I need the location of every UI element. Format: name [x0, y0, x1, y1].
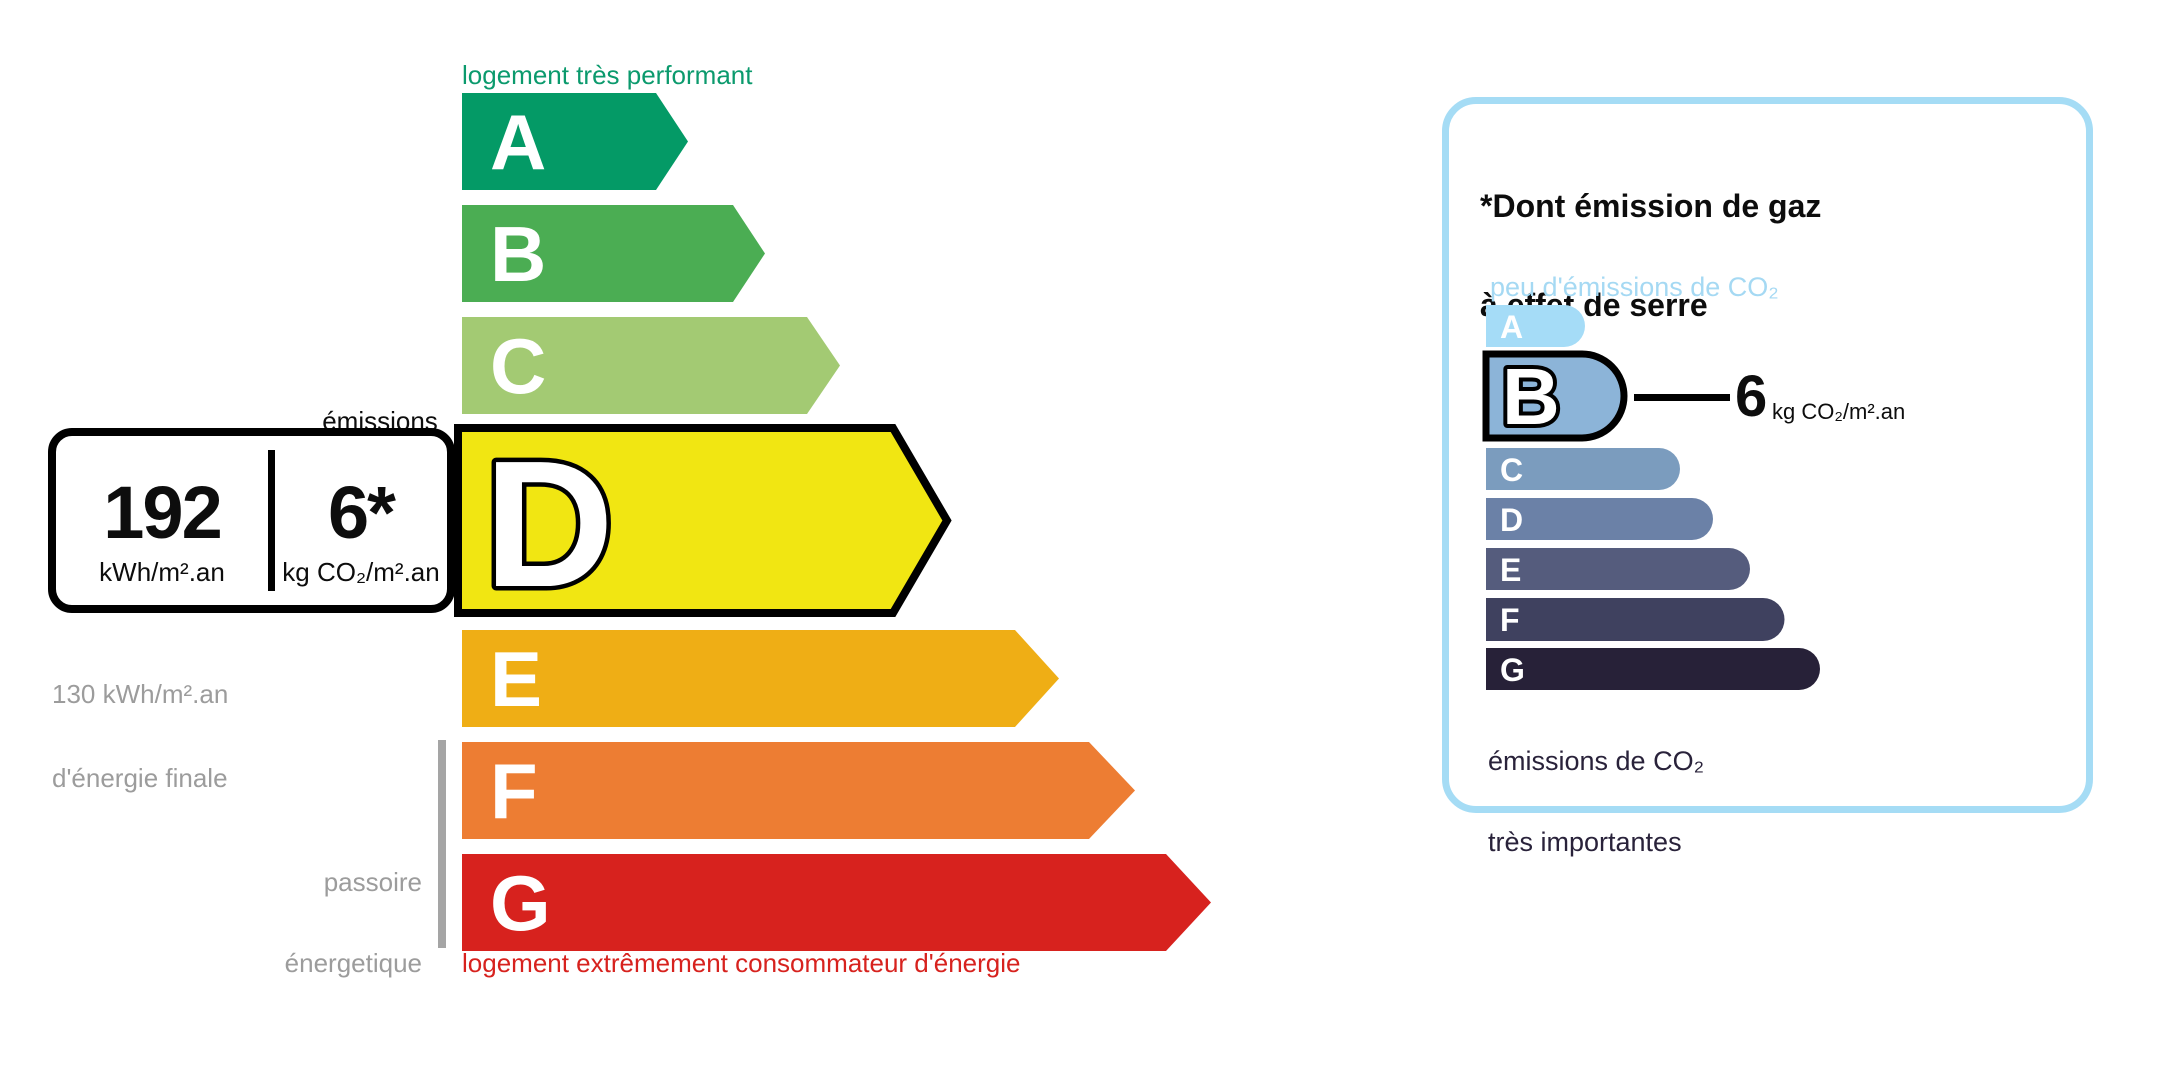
- emissions-unit: kg CO₂/m².an: [282, 556, 440, 587]
- final-energy-line2: d'énergie finale: [52, 763, 228, 793]
- energy-class-arrow-e: E: [462, 630, 1059, 727]
- co2-value: 6: [1735, 364, 1768, 429]
- co2-bar-shape-g: [1486, 648, 1820, 690]
- arrow-shape-a: [462, 93, 688, 190]
- arrow-letter-d: D: [484, 424, 614, 625]
- bottom-consumption-label: logement extrêmement consommateur d'éner…: [462, 948, 1021, 978]
- final-energy-note: 130 kWh/m².an d'énergie finale: [52, 624, 228, 848]
- energy-sieve-label: passoire énergetique: [122, 815, 422, 1031]
- arrow-letter-e: E: [490, 635, 542, 723]
- consumption-box: 192 kWh/m².an 6* kg CO₂/m².an: [48, 428, 455, 613]
- energy-class-arrow-c: C: [462, 317, 840, 414]
- co2-bar-letter-f: F: [1500, 602, 1520, 638]
- energy-class-arrow-f: F: [462, 742, 1135, 839]
- energy-class-arrow-d-current: D: [454, 420, 952, 630]
- co2-low-emissions-label: peu d'émissions de CO₂: [1490, 272, 1779, 302]
- arrow-shape-e: [462, 630, 1059, 727]
- energy-class-arrow-g: G: [462, 854, 1211, 951]
- consumption-value: 192: [103, 470, 222, 554]
- co2-bar-shape-b: [1482, 350, 1628, 442]
- arrow-letter-c: C: [490, 322, 546, 410]
- arrow-letter-f: F: [490, 747, 538, 835]
- emissions-cell: 6* kg CO₂/m².an: [275, 436, 447, 605]
- co2-bar-letter-d: D: [1500, 502, 1523, 538]
- co2-class-bar-d: D: [1486, 498, 1713, 540]
- energy-class-arrow-b: B: [462, 205, 765, 302]
- co2-high-emissions-label: émissions de CO₂ très importantes: [1488, 694, 1704, 910]
- energy-sieve-line2: énergetique: [284, 948, 422, 978]
- co2-panel-title-line1: *Dont émission de gaz: [1480, 188, 1822, 224]
- arrow-shape-d: [454, 424, 952, 617]
- final-energy-line1: 130 kWh/m².an: [52, 679, 229, 709]
- co2-class-bar-f: F: [1486, 598, 1785, 641]
- co2-high-emissions-line2: très importantes: [1488, 827, 1682, 857]
- co2-bar-shape-d: [1486, 498, 1713, 540]
- co2-value-connector-line: [1634, 394, 1730, 401]
- co2-class-bar-b-current: B: [1482, 348, 1628, 445]
- consumption-unit: kWh/m².an: [99, 556, 225, 587]
- arrow-shape-b: [462, 205, 765, 302]
- energy-sieve-bracket: [438, 740, 446, 948]
- co2-value-unit: kg CO₂/m².an: [1772, 399, 1906, 424]
- top-performance-label: logement très performant: [462, 60, 753, 90]
- co2-class-bar-e: E: [1486, 548, 1750, 590]
- co2-class-bar-a: A: [1486, 305, 1585, 347]
- co2-bar-letter-b: B: [1502, 352, 1560, 441]
- co2-bar-shape-a: [1486, 305, 1585, 347]
- emissions-value: 6*: [328, 470, 396, 554]
- co2-panel-title: *Dont émission de gaz à effet de serre: [1480, 124, 1821, 388]
- arrow-shape-c: [462, 317, 840, 414]
- co2-bar-shape-f: [1486, 598, 1785, 641]
- co2-high-emissions-line1: émissions de CO₂: [1488, 746, 1705, 776]
- co2-class-bar-g: G: [1486, 648, 1820, 690]
- co2-bar-letter-e: E: [1500, 552, 1521, 588]
- arrow-letter-g: G: [490, 859, 551, 947]
- co2-bar-shape-e: [1486, 548, 1750, 590]
- co2-bar-letter-c: C: [1500, 452, 1523, 488]
- energy-class-arrow-a: A: [462, 93, 688, 190]
- co2-bar-letter-g: G: [1500, 652, 1525, 688]
- arrow-letter-a: A: [490, 98, 546, 186]
- co2-bar-shape-c: [1486, 448, 1680, 490]
- box-divider: [268, 450, 275, 591]
- co2-class-bar-c: C: [1486, 448, 1680, 490]
- arrow-shape-g: [462, 854, 1211, 951]
- consumption-cell: 192 kWh/m².an: [56, 436, 268, 605]
- arrow-letter-b: B: [490, 210, 546, 298]
- energy-sieve-line1: passoire: [323, 867, 422, 897]
- arrow-shape-f: [462, 742, 1135, 839]
- co2-bar-letter-a: A: [1500, 309, 1523, 345]
